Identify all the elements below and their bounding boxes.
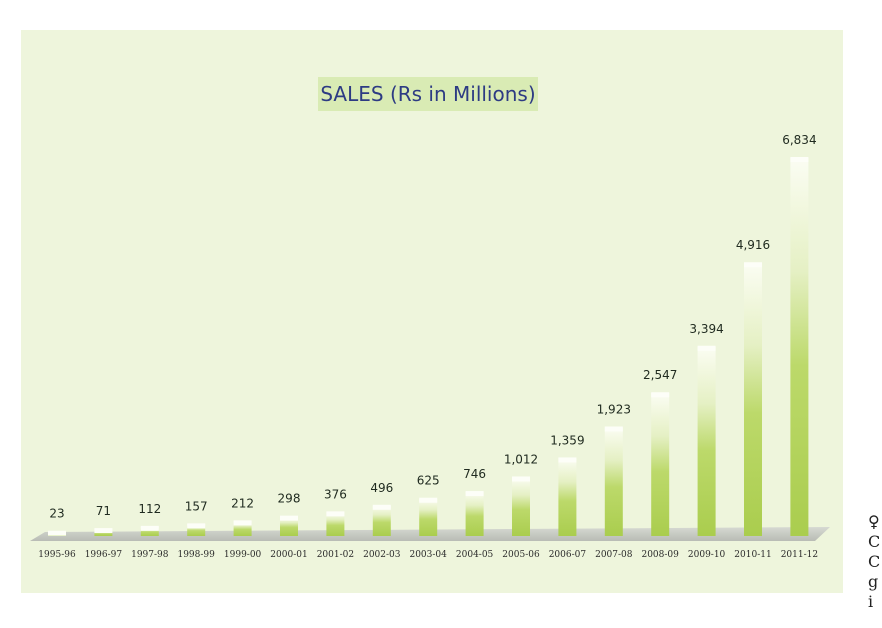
bar-cap	[651, 392, 670, 398]
chart-title: SALES (Rs in Millions)	[318, 77, 538, 111]
bar-2004-05	[465, 492, 484, 536]
bar-2003-04	[419, 498, 438, 536]
value-label: 2,547	[643, 368, 677, 382]
value-label: 746	[463, 467, 486, 481]
bar-cap	[48, 530, 66, 536]
edge-char: g	[868, 572, 879, 591]
value-label: 376	[324, 487, 347, 501]
value-label: 3,394	[689, 322, 723, 336]
edge-char: i	[868, 592, 874, 611]
value-label: 212	[231, 496, 254, 510]
edge-text: ♀ C C g i	[868, 512, 882, 612]
bar-cap	[744, 262, 762, 268]
x-tick-label: 1997-98	[131, 550, 169, 560]
bar-cap	[280, 515, 298, 521]
x-tick-label: 2003-04	[409, 550, 447, 560]
x-tick-label: 2004-05	[456, 550, 494, 560]
value-label: 625	[417, 474, 440, 488]
value-label: 157	[185, 499, 208, 513]
bar-2007-08	[604, 427, 623, 536]
bar-2000-01	[280, 516, 298, 536]
bar-cap	[187, 523, 206, 529]
bar-cap	[697, 345, 716, 351]
x-tick-label: 2010-11	[734, 550, 771, 560]
x-tick-label: 2006-07	[549, 550, 587, 560]
value-label: 298	[278, 492, 301, 506]
bar-cap	[512, 476, 530, 482]
x-tick-label: 2001-02	[317, 550, 354, 560]
value-label: 1,012	[504, 452, 538, 466]
bar-cap	[372, 504, 391, 510]
x-tick-label: 1995-96	[38, 550, 76, 560]
value-label: 112	[138, 502, 161, 516]
bar-cap	[326, 511, 345, 517]
value-labels-layer: 23 71 112 157 212 298 376 496 625 746 1,012 1,359 1,…	[49, 133, 816, 521]
bar-2005-06	[512, 477, 530, 536]
x-tick-labels-layer: 1995-96 1996-97 1997-98 1998-99 1999-00 2000-…	[38, 550, 818, 560]
x-tick-label: 2005-06	[502, 550, 540, 560]
value-label: 496	[370, 481, 393, 495]
bars-layer	[48, 157, 809, 536]
x-tick-label: 1999-00	[224, 550, 262, 560]
value-label: 71	[96, 504, 111, 518]
bar-cap	[558, 457, 577, 463]
bar-2009-10	[697, 346, 716, 536]
x-tick-label: 2007-08	[595, 550, 633, 560]
bar-2011-12	[790, 158, 809, 536]
x-tick-label: 2002-03	[363, 550, 401, 560]
bar-1998-99	[187, 524, 206, 536]
value-label: 1,359	[550, 433, 584, 447]
bar-2006-07	[558, 458, 577, 536]
x-tick-label: 1996-97	[85, 550, 123, 560]
bar-2001-02	[326, 512, 345, 536]
bar-cap	[140, 525, 159, 531]
x-tick-label: 1998-99	[177, 550, 215, 560]
edge-char: C	[868, 552, 881, 571]
edge-char: C	[868, 532, 881, 551]
x-tick-label: 2008-09	[641, 550, 679, 560]
x-tick-label: 2011-12	[781, 550, 818, 560]
value-label: 6,834	[782, 133, 816, 147]
value-label: 23	[49, 507, 64, 521]
value-label: 4,916	[736, 238, 770, 252]
bar-cap	[604, 426, 623, 432]
bar-cap	[790, 157, 809, 162]
bar-2002-03	[372, 505, 391, 536]
bar-1997-98	[140, 526, 159, 536]
edge-char: ♀	[868, 512, 880, 531]
bar-2008-09	[651, 393, 670, 536]
x-tick-label: 2009-10	[688, 550, 726, 560]
value-label: 1,923	[597, 402, 631, 416]
bar-cap	[419, 497, 438, 503]
bar-cap	[94, 528, 113, 534]
x-tick-label: 2000-01	[270, 550, 307, 560]
bar-cap	[465, 491, 484, 497]
bar-2010-11	[744, 263, 762, 536]
bar-cap	[233, 520, 252, 526]
